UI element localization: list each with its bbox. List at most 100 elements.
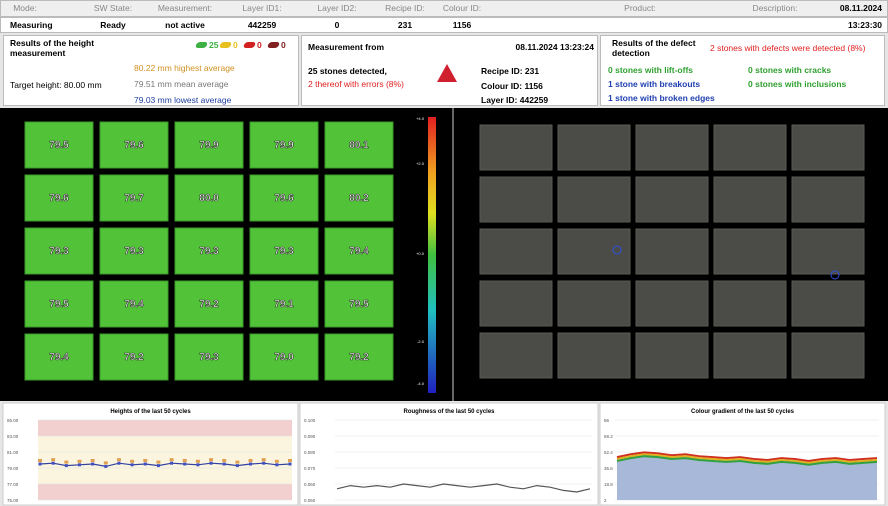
- chart-title: Roughness of the last 50 cycles: [403, 409, 495, 415]
- tile-value: 79.7: [124, 193, 144, 204]
- point: [38, 462, 42, 466]
- series-line: [616, 451, 878, 462]
- tile-value: 79.6: [49, 193, 69, 204]
- limit-band: [38, 420, 292, 436]
- chart-title: Heights of the last 50 cycles: [110, 409, 191, 415]
- stone-image: [479, 124, 553, 171]
- stone-image: [557, 280, 631, 327]
- tile-value: 79.5: [349, 299, 369, 310]
- y-tick-label: 75.00: [7, 498, 19, 503]
- range-mark: [261, 458, 266, 462]
- height-tile: [174, 227, 244, 275]
- header-label: Colour ID:: [442, 3, 482, 13]
- height-tile: [324, 174, 394, 222]
- colorbar-tick: +0.0: [416, 251, 425, 256]
- height-tile: [324, 227, 394, 275]
- series-line: [616, 455, 878, 466]
- stone-image: [557, 124, 631, 171]
- header-value: 1156: [452, 20, 472, 30]
- colorbar-tick: -4.0: [417, 381, 425, 386]
- panel-title: Results of the defect detection: [612, 38, 696, 58]
- range-mark: [51, 458, 56, 462]
- point: [91, 462, 95, 466]
- stone-image: [713, 228, 787, 275]
- stone-image: [791, 124, 865, 171]
- point: [249, 462, 253, 466]
- point: [117, 461, 121, 465]
- target-height: Target height: 80.00 mm: [10, 80, 102, 90]
- lowest-average: 79.03 mm lowest average: [134, 95, 232, 105]
- height-tile: [24, 174, 94, 222]
- height-tile: [249, 174, 319, 222]
- tile-value: 79.3: [49, 246, 69, 257]
- header-label: Description:: [752, 3, 798, 13]
- legend-count: 0: [281, 40, 286, 50]
- point: [64, 464, 68, 468]
- y-tick-label: 35.6: [604, 466, 613, 471]
- point: [209, 461, 213, 465]
- colour-id: Colour ID: 1156: [481, 81, 543, 91]
- legend-count: 0: [233, 40, 238, 50]
- y-tick-label: 52.4: [604, 450, 613, 455]
- range-mark: [248, 459, 253, 462]
- tile-value: 79.3: [199, 246, 219, 257]
- stone-image: [635, 332, 709, 379]
- range-mark: [156, 460, 161, 464]
- y-tick-label: 0.100: [304, 418, 316, 423]
- header-label: Recipe ID:: [385, 3, 425, 13]
- tile-value: 79.3: [199, 352, 219, 363]
- defect-item: 0 stones with lift-offs: [608, 65, 693, 75]
- area-fill: [617, 456, 877, 500]
- stone-image: [713, 280, 787, 327]
- point: [130, 463, 134, 467]
- tile-value: 80.0: [199, 193, 219, 204]
- tile-value: 79.1: [274, 299, 294, 310]
- defect-item: 1 stone with breakouts: [608, 79, 701, 89]
- stone-image: [635, 228, 709, 275]
- range-mark: [38, 459, 42, 462]
- stone-image: [557, 228, 631, 275]
- series-line: [336, 483, 591, 493]
- range-mark: [195, 459, 200, 463]
- y-tick-label: 69.2: [604, 434, 613, 439]
- height-tile: [99, 174, 169, 222]
- panel-title: Measurement from: [308, 42, 385, 52]
- header-value: Measuring: [10, 20, 53, 30]
- header-label: Measurement:: [157, 3, 213, 13]
- height-tile: [174, 280, 244, 328]
- point: [77, 463, 81, 467]
- colorbar: [428, 117, 436, 393]
- range-mark: [130, 459, 135, 463]
- point: [222, 462, 226, 466]
- point: [196, 463, 200, 467]
- tile-value: 79.2: [124, 352, 144, 363]
- header-label: Mode:: [13, 3, 37, 13]
- tile-value: 79.6: [124, 140, 144, 151]
- defect-marker: [612, 245, 622, 255]
- stone-image: [479, 176, 553, 223]
- height-tile: [99, 280, 169, 328]
- header-date: 08.11.2024: [839, 3, 882, 13]
- y-tick-label: 79.00: [7, 466, 19, 471]
- height-tile: [24, 280, 94, 328]
- height-tile: [24, 333, 94, 381]
- y-tick-label: 2: [604, 498, 607, 503]
- tile-value: 79.0: [274, 352, 294, 363]
- tile-value: 79.3: [274, 246, 294, 257]
- legend-icon: [194, 42, 209, 48]
- y-tick-label: 0.090: [304, 434, 316, 439]
- tile-value: 79.3: [124, 246, 144, 257]
- range-mark: [288, 459, 292, 462]
- y-tick-label: 0.070: [304, 466, 316, 471]
- colorbar-tick: +4.0: [416, 116, 425, 121]
- legend-icon: [242, 42, 257, 48]
- tile-value: 79.6: [274, 193, 294, 204]
- height-tile: [99, 333, 169, 381]
- point: [51, 461, 55, 465]
- series-line: [39, 462, 291, 468]
- height-tile: [174, 121, 244, 169]
- tile-value: 79.9: [274, 140, 294, 151]
- tile-value: 80.2: [349, 193, 369, 204]
